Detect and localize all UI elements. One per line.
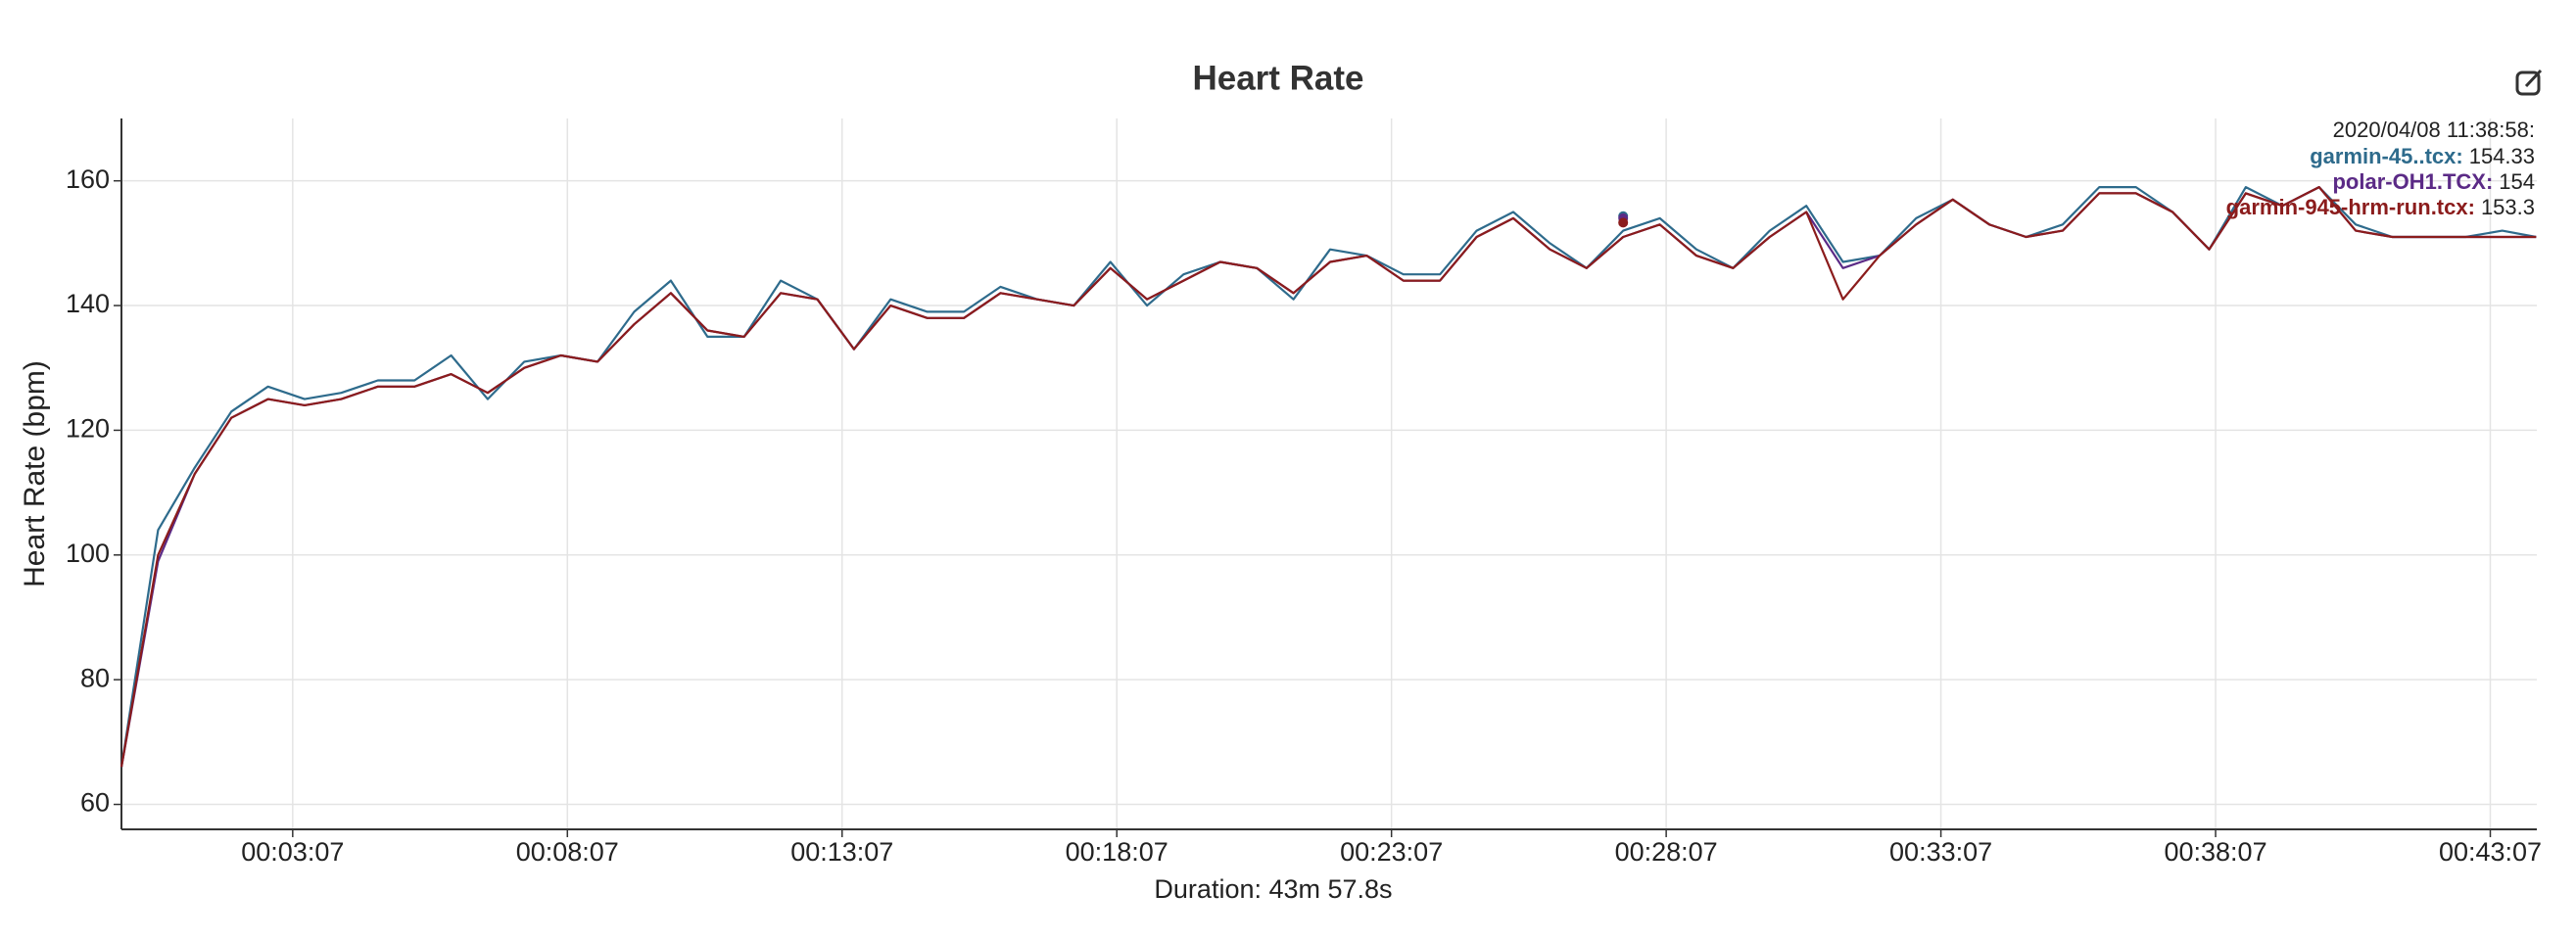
chart-title: Heart Rate [1192, 59, 1363, 97]
x-tick-label: 00:43:07 [2439, 837, 2542, 867]
y-axis-label: Heart Rate (bpm) [19, 360, 51, 588]
y-tick-label: 140 [66, 289, 110, 318]
y-tick-label: 100 [66, 539, 110, 568]
y-tick-label: 120 [66, 414, 110, 444]
tooltip-series-name: garmin-45..tcx: [2310, 144, 2463, 168]
series-line [119, 186, 2537, 768]
tooltip-title: 2020/04/08 11:38:58: [2333, 118, 2535, 142]
tooltip-value: 154.33 [2469, 144, 2535, 168]
x-tick-label: 00:23:07 [1340, 837, 1443, 867]
y-tick-label: 80 [80, 663, 110, 692]
y-tick-label: 60 [80, 788, 110, 818]
edit-icon[interactable] [2515, 69, 2543, 96]
x-tick-label: 00:33:07 [1889, 837, 1992, 867]
x-tick-label: 00:03:07 [241, 837, 344, 867]
tooltip-series-name: garmin-945-hrm-run.tcx: [2226, 195, 2475, 219]
tooltip-entry: polar-OH1.TCX: 154 [2332, 169, 2535, 194]
x-tick-label: 00:08:07 [516, 837, 619, 867]
tooltip-entry: garmin-45..tcx: 154.33 [2310, 144, 2535, 168]
tooltip-entry: garmin-945-hrm-run.tcx: 153.3 [2226, 195, 2535, 219]
y-tick-label: 160 [66, 164, 110, 194]
tooltip-series-name: polar-OH1.TCX: [2332, 169, 2493, 194]
x-tick-label: 00:13:07 [790, 837, 893, 867]
x-tick-label: 00:28:07 [1615, 837, 1718, 867]
x-tick-label: 00:18:07 [1066, 837, 1169, 867]
x-axis-label: Duration: 43m 57.8s [1154, 874, 1392, 904]
edit-icon-pen [2524, 69, 2543, 88]
tooltip-value: 154 [2499, 169, 2535, 194]
cursor-marker [1618, 217, 1629, 228]
tooltip-value: 153.3 [2481, 195, 2535, 219]
edit-icon-box [2515, 70, 2541, 96]
series-line [119, 186, 2537, 768]
x-tick-label: 00:38:07 [2164, 837, 2266, 867]
